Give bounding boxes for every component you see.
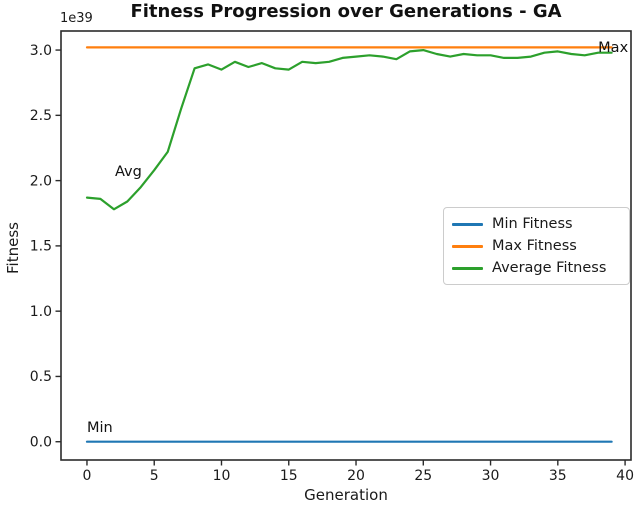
x-tick-label: 5 [150, 468, 159, 484]
y-tick-label: 2.5 [30, 108, 52, 124]
legend-line-sample-average [452, 266, 483, 270]
y-tick-label: 1.0 [30, 304, 52, 320]
y-axis-offset-label: 1e39 [60, 11, 93, 26]
y-tick-label: 3.0 [30, 43, 52, 59]
x-tick-label: 35 [549, 468, 567, 484]
x-tick-label: 30 [482, 468, 500, 484]
x-axis-label: Generation [304, 486, 388, 504]
annotation-min: Min [87, 420, 113, 436]
legend-label-min-fitness: Min Fitness [492, 215, 573, 232]
legend-label-max-fitness: Max Fitness [492, 237, 577, 254]
annotation-avg: Avg [115, 164, 142, 180]
x-tick-label: 10 [213, 468, 231, 484]
x-tick-label: 20 [347, 468, 365, 484]
legend: Min Fitness Max Fitness Average Fitness [443, 207, 630, 285]
legend-entry-min-fitness: Min Fitness [452, 217, 621, 232]
annotation-max: Max [598, 40, 628, 56]
legend-label-average-fitness: Average Fitness [492, 259, 607, 276]
x-tick-label: 25 [414, 468, 432, 484]
y-tick-label: 0.5 [30, 369, 52, 385]
x-tick-label: 0 [83, 468, 92, 484]
x-tick-label: 15 [280, 468, 298, 484]
chart-title: Fitness Progression over Generations - G… [130, 1, 562, 22]
y-tick-label: 0.0 [30, 435, 52, 451]
legend-line-sample-max [452, 244, 483, 248]
legend-entry-max-fitness: Max Fitness [452, 239, 621, 254]
x-tick-label: 40 [616, 468, 634, 484]
series-line-average-fitness [85, 48, 613, 211]
y-tick-label: 1.5 [30, 239, 52, 255]
y-tick-label: 2.0 [30, 173, 52, 189]
legend-line-sample-min [452, 222, 483, 226]
legend-entry-average-fitness: Average Fitness [452, 261, 621, 276]
